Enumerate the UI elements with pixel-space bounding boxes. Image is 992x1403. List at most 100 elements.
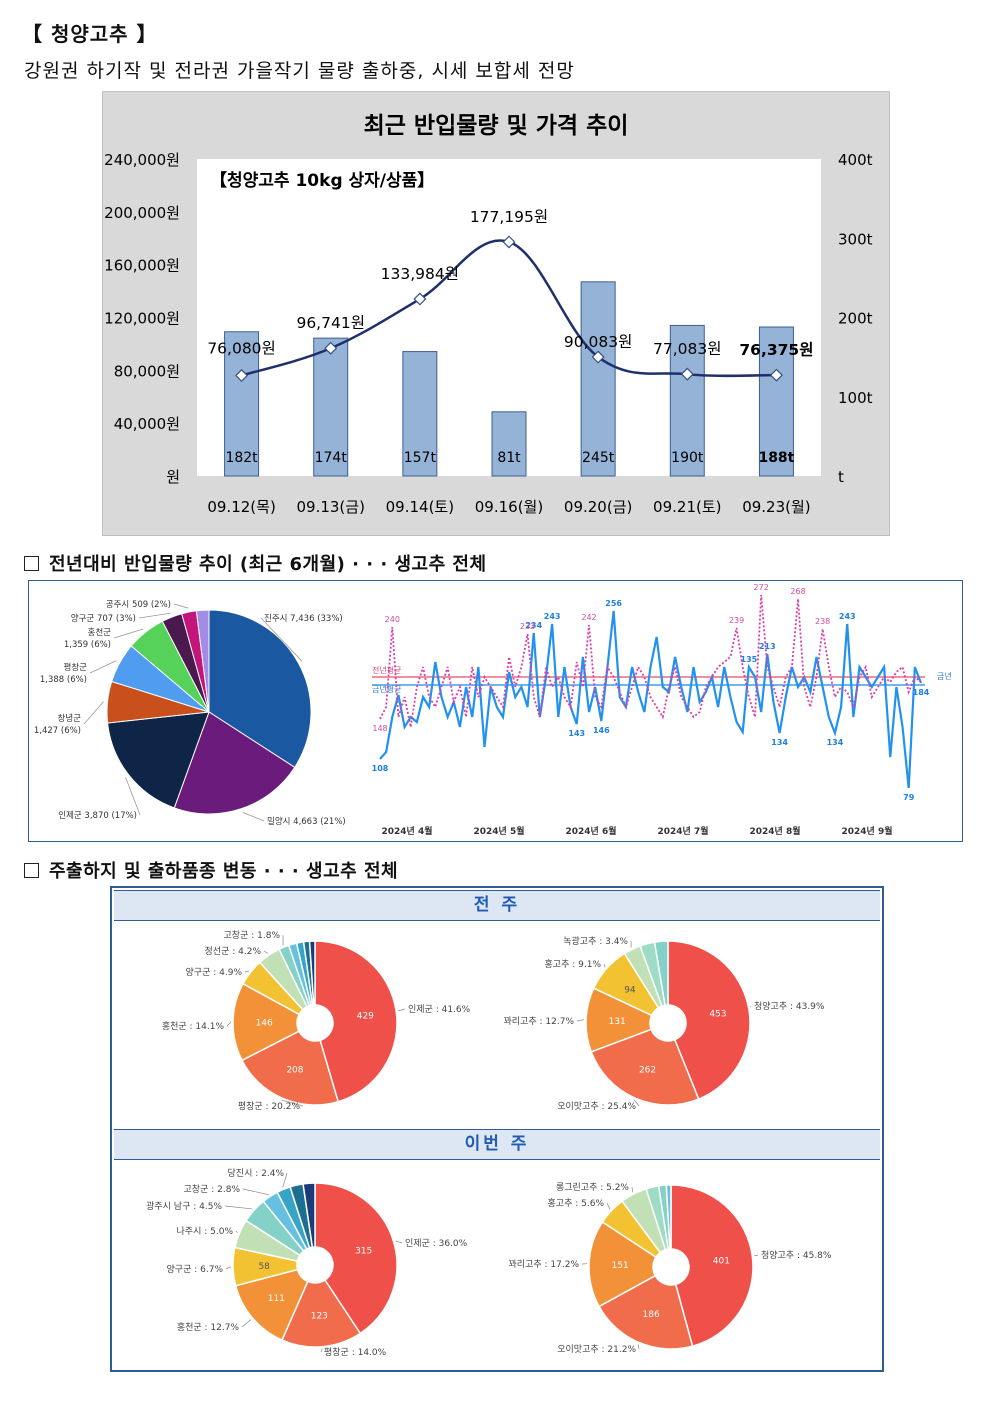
volume-label: 190t (671, 450, 704, 466)
series-point-label: 143 (568, 729, 585, 738)
donut-label: 오이맛고추 : 21.2% (557, 1344, 636, 1355)
series-point-label: 238 (815, 617, 830, 626)
series-point-label: 146 (593, 726, 610, 735)
leader-line (320, 1348, 323, 1353)
left-tick-label: 원 (166, 468, 180, 486)
price-volume-chart: 최근 반입물량 및 가격 추이 【청양고추 10kg 상자/상품】 240,00… (102, 91, 890, 536)
this-year-series (379, 610, 923, 789)
leader-line (113, 628, 144, 639)
month-tick-label: 2024년 9월 (841, 825, 892, 837)
left-tick-label: 200,000원 (104, 204, 180, 222)
volume-label: 245t (582, 450, 615, 466)
volume-bar (224, 331, 260, 477)
leader-line (633, 1099, 640, 1107)
series-point-label: 213 (759, 642, 776, 651)
donut-label: 청양고추 : 45.8% (761, 1250, 832, 1261)
series-point-label: 233 (520, 622, 535, 631)
donut-label: 인제군 : 41.6% (408, 1004, 471, 1015)
price-marker (324, 341, 338, 355)
price-marker (769, 368, 783, 382)
pie-label: 밀양시 4,663 (21%) (267, 816, 346, 827)
series-point-label: 239 (729, 616, 744, 625)
date-label: 09.21(토) (653, 498, 721, 516)
donut-slice-value: 111 (268, 1294, 285, 1304)
donut-chart: 315 인제군 : 36.0% 123 평창군 : 14.0% 111 홍천군 : 12.… (146, 1168, 468, 1358)
last-year-average-label: 전년평균 (372, 665, 401, 675)
volume-trend-svg: 진주시 7,436 (33%) 밀양시 4,663 (21%) 인제군 3,870 … (34, 583, 952, 837)
leader-line (576, 1019, 585, 1022)
leader-line (754, 1254, 759, 1257)
checkbox-icon (24, 556, 39, 571)
price-label: 90,083원 (564, 333, 633, 351)
donut-slice-value: 151 (612, 1261, 629, 1271)
donut-chart: 429 인제군 : 41.6% 208 평창군 : 20.2% 146 홍천군 : 14.… (162, 930, 471, 1112)
month-tick-label: 2024년 7월 (657, 825, 708, 837)
volume-bar (491, 411, 527, 477)
donut-slice-value: 262 (639, 1066, 656, 1076)
price-line: 76,080원 96,741원 133,984원 177,195원 90,083원 77,… (207, 208, 813, 383)
pie-label: 창녕군 (58, 714, 82, 724)
section-volume-trend-label: 전년대비 반입물량 추이 (최근 6개월) · · · 생고추 전체 (49, 554, 487, 575)
month-tick-label: 2024년 5월 (473, 825, 524, 837)
donut-chart: 401 청양고추 : 45.8% 186 오이맛고추 : 21.2% 151 꽈리고추 :… (509, 1182, 832, 1355)
right-tick-label: t (838, 468, 844, 486)
series-point-label: 243 (839, 612, 856, 621)
leader-line (750, 1005, 752, 1008)
date-labels: 09.12(목) 09.13(금) 09.14(토) 09.16(월) 09.20(금)… (207, 498, 810, 516)
donut-slice-value: 131 (609, 1017, 626, 1027)
price-volume-chart-svg: 최근 반입물량 및 가격 추이 【청양고추 10kg 상자/상품】 240,00… (102, 91, 890, 536)
donut-label: 홍천군 : 14.1% (162, 1020, 225, 1032)
donut-slice-value: 453 (709, 1009, 726, 1019)
price-marker (680, 367, 694, 381)
donut-label: 인제군 : 36.0% (405, 1238, 468, 1249)
date-label: 09.14(토) (386, 498, 454, 516)
donut-slice (588, 1220, 657, 1308)
donut-label: 청양고추 : 43.9% (754, 1001, 825, 1012)
leader-line (224, 1205, 253, 1210)
pie-label: 양구군 707 (3%) (71, 613, 136, 624)
series-point-label: 234 (525, 621, 542, 630)
donut-label: 양구군 : 4.9% (186, 967, 243, 978)
leader-line (242, 1188, 270, 1196)
pie-label: 공주시 509 (2%) (106, 600, 171, 610)
leader-line (125, 777, 141, 816)
leader-line (242, 812, 265, 822)
report-subtitle: 강원권 하기작 및 전라권 가을작기 물량 출하중, 시세 보합세 전망 (24, 60, 575, 82)
leader-line (631, 1186, 634, 1193)
donut-label: 오이맛고추 : 25.4% (557, 1101, 636, 1112)
section-origin-label: 주출하지 및 출하품종 변동 · · · 생고추 전체 (49, 861, 399, 882)
donut-slice (667, 940, 751, 1101)
donut-slice-value: 186 (643, 1310, 660, 1320)
month-tick-label: 2024년 8월 (749, 825, 800, 837)
series-point-label: 79 (903, 793, 915, 802)
leader-line (263, 950, 269, 954)
pie-label: 인제군 3,870 (17%) (58, 810, 137, 821)
donut-slice-value: 146 (256, 1018, 273, 1028)
date-label: 09.16(월) (475, 498, 543, 516)
leader-line (173, 603, 189, 609)
leader-line (83, 701, 104, 725)
price-label: 76,375원 (739, 341, 813, 359)
pie-label-value: 1,359 (6%) (64, 640, 111, 650)
leader-line (89, 660, 117, 674)
volume-trend-panel: 진주시 7,436 (33%) 밀양시 4,663 (21%) 인제군 3,870 … (28, 580, 963, 842)
this-year-label: 금년 (937, 671, 952, 681)
donut-slice (308, 940, 316, 1006)
section-origin-title: 주출하지 및 출하품종 변동 · · · 생고추 전체 (24, 857, 398, 883)
series-point-label: 256 (605, 599, 622, 608)
pie-slice (173, 711, 296, 815)
volume-bar (402, 351, 438, 477)
leader-line (235, 1230, 238, 1233)
price-marker (502, 235, 516, 249)
donut-label: 정선군 : 4.2% (205, 946, 262, 957)
date-label: 09.23(월) (742, 498, 810, 516)
volume-label: 81t (497, 450, 521, 466)
donut-slice (665, 1184, 672, 1250)
donut-label: 롱그린고추 : 5.2% (556, 1182, 629, 1193)
donut-charts-svg: 429 인제군 : 41.6% 208 평창군 : 20.2% 146 홍천군 : 14.… (146, 930, 832, 1358)
donut-slice (240, 1030, 340, 1106)
date-label: 09.12(목) (207, 498, 275, 516)
donut-label: 나주시 : 5.0% (177, 1226, 234, 1237)
series-point-label: 134 (771, 738, 788, 747)
